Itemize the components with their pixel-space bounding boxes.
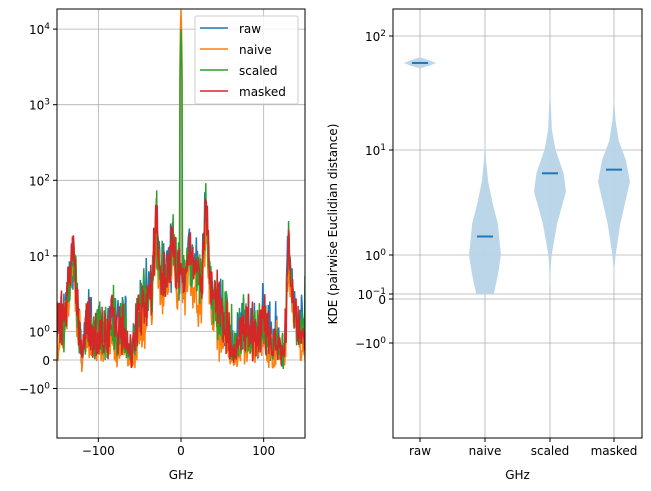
x-tick-label: 100 — [252, 444, 275, 458]
legend-label-raw: raw — [239, 22, 261, 36]
y-tick-label: 0 — [378, 293, 386, 307]
y-tick-label: 101 — [365, 143, 386, 158]
legend-label-masked: masked — [239, 85, 286, 99]
y-tick-label: 104 — [29, 22, 50, 37]
left-axes: −100 0 1001041031021011000−100GHzrawnaives… — [19, 8, 306, 482]
x-tick-label-naive: naive — [469, 444, 502, 458]
legend-label-naive: naive — [239, 43, 272, 57]
axes-frame — [392, 8, 643, 439]
x-axis-label: GHz — [505, 468, 530, 482]
x-axis-label: GHz — [169, 468, 194, 482]
series-line-scaled — [57, 29, 305, 370]
legend: raw naive scaled masked — [194, 15, 299, 105]
tick-label-base: 0 — [378, 293, 386, 307]
tick-label-exponent: 1 — [44, 249, 50, 259]
x-tick-label: −100 — [82, 444, 115, 458]
tick-label-exponent: 3 — [44, 98, 50, 108]
violin-body-naive — [469, 137, 501, 294]
y-tick-label: −100 — [19, 382, 50, 397]
violin-body-masked — [598, 95, 630, 291]
y-tick-label: 102 — [365, 29, 386, 44]
x-tick-label-raw: raw — [409, 444, 431, 458]
tick-label-base: 10 — [357, 288, 372, 302]
tick-label-exponent: 0 — [44, 324, 50, 334]
y-tick-label: 100 — [29, 324, 50, 339]
violin-body-scaled — [534, 81, 566, 291]
x-tick-label-scaled: scaled — [531, 444, 570, 458]
y-tick-label: 103 — [29, 98, 50, 113]
tick-label-exponent: 1 — [380, 143, 386, 153]
tick-label-base: −10 — [19, 383, 44, 397]
tick-label-exponent: 4 — [44, 22, 50, 32]
y-tick-label: 100 — [365, 248, 386, 263]
tick-label-base: 10 — [29, 23, 44, 37]
x-tick-label: 0 — [177, 444, 185, 458]
y-tick-label: 102 — [29, 173, 50, 188]
tick-label-base: 0 — [42, 354, 50, 368]
y-tick-label: 0 — [42, 354, 50, 368]
tick-label-base: 10 — [29, 99, 44, 113]
tick-label-exponent: 0 — [380, 336, 386, 346]
tick-label-base: 10 — [29, 325, 44, 339]
x-tick-label-masked: masked — [591, 444, 638, 458]
tick-label-base: 10 — [365, 30, 380, 44]
legend-box — [194, 15, 299, 105]
tick-label-exponent: 0 — [44, 382, 50, 392]
axes-frame — [56, 8, 306, 439]
tick-label-base: 10 — [29, 174, 44, 188]
tick-label-exponent: −1 — [373, 287, 386, 297]
y-tick-label: 101 — [29, 249, 50, 264]
legend-label-scaled: scaled — [239, 64, 278, 78]
y-tick-label: 10−1 — [357, 287, 386, 302]
tick-label-base: 10 — [29, 250, 44, 264]
tick-label-base: 10 — [365, 249, 380, 263]
y-axis-label: KDE (pairwise Euclidian distance) — [326, 124, 340, 325]
y-tick-label: −100 — [355, 336, 386, 351]
series-line-masked — [57, 198, 305, 369]
tick-label-base: 10 — [365, 144, 380, 158]
tick-label-exponent: 2 — [44, 173, 50, 183]
tick-label-base: −10 — [355, 337, 380, 351]
series-lines — [57, 9, 305, 372]
tick-label-exponent: 2 — [380, 29, 386, 39]
tick-label-exponent: 0 — [380, 248, 386, 258]
